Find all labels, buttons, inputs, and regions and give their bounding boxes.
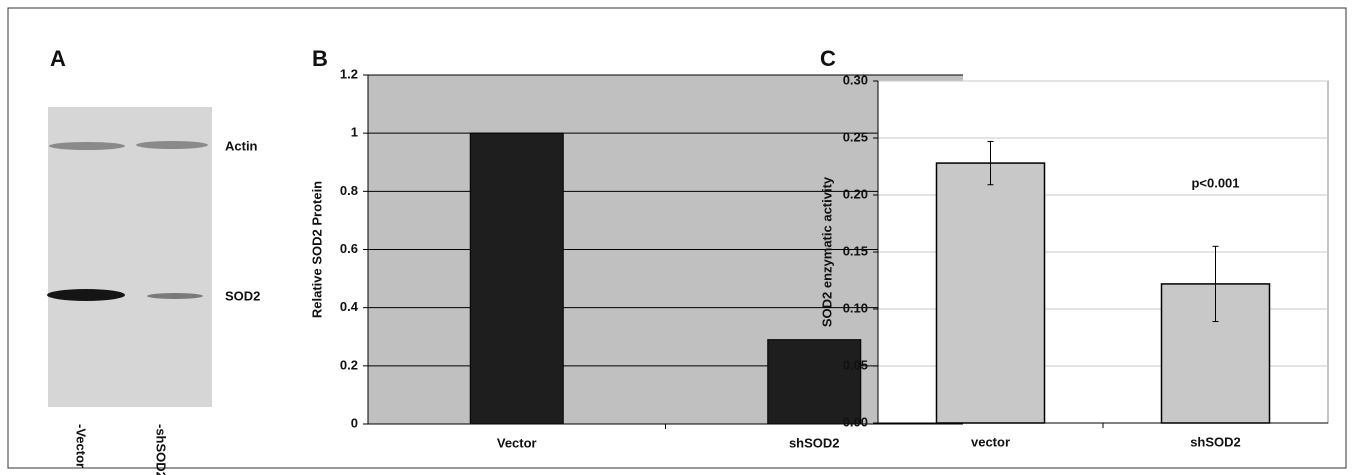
y-tick-label: 1	[351, 125, 358, 140]
lane-label: -shSOD2	[154, 424, 169, 475]
y-tick-label: 0.4	[340, 299, 359, 314]
y-axis-label: Relative SOD2 Protein	[309, 181, 324, 318]
y-axis-label: SOD2 enzymatic activity	[819, 176, 834, 327]
band	[136, 141, 208, 149]
panel-label: B	[312, 46, 328, 71]
y-tick-label: 0.00	[843, 414, 868, 429]
y-tick-label: 0.15	[843, 243, 868, 258]
blot	[48, 107, 212, 407]
y-tick-label: 0.8	[340, 183, 358, 198]
lane-label: -Vector	[74, 424, 89, 468]
panel-label: A	[50, 46, 66, 71]
annotation: p<0.001	[1191, 176, 1239, 191]
x-tick-label: Vector	[497, 435, 537, 450]
bar	[767, 339, 862, 425]
panel-label: C	[820, 46, 836, 71]
y-tick-label: 0.20	[843, 186, 868, 201]
band-label: SOD2	[225, 288, 260, 303]
y-tick-label: 0	[351, 415, 358, 430]
y-tick-label: 0.6	[340, 241, 358, 256]
y-tick-label: 0.2	[340, 357, 358, 372]
y-tick-label: 0.05	[843, 357, 868, 372]
band	[147, 293, 203, 299]
y-tick-label: 0.10	[843, 300, 868, 315]
band-label: Actin	[225, 138, 258, 153]
y-tick-label: 0.25	[843, 129, 868, 144]
bar	[469, 132, 564, 425]
x-tick-label: shSOD2	[1190, 434, 1241, 449]
y-tick-label: 1.2	[340, 66, 358, 81]
y-tick-label: 0.30	[843, 72, 868, 87]
bar	[935, 162, 1046, 424]
frame	[7, 7, 1347, 469]
band	[49, 142, 125, 150]
band	[47, 289, 125, 301]
x-tick-label: vector	[971, 434, 1010, 449]
x-tick-label: shSOD2	[789, 435, 840, 450]
